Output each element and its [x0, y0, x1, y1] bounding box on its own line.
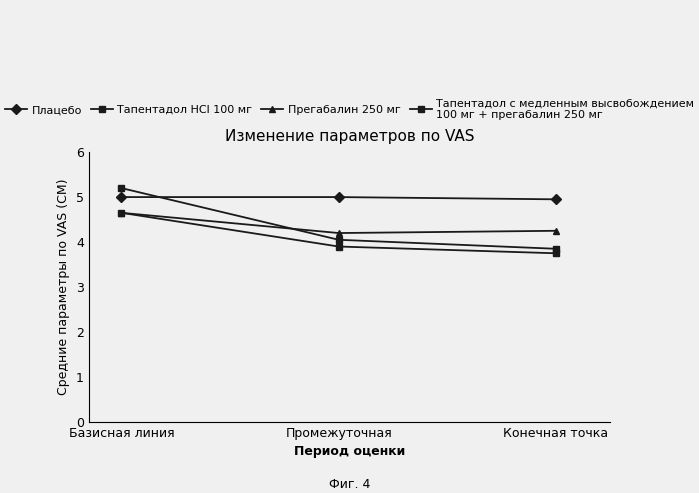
- Плацебо: [334, 194, 343, 200]
- Text: Фиг. 4: Фиг. 4: [329, 478, 370, 491]
- Тапентадол HCl 100 мг: [117, 185, 126, 191]
- Прегабалин 250 мг: [117, 210, 126, 216]
- X-axis label: Период оценки: Период оценки: [294, 445, 405, 458]
- Line: Прегабалин 250 мг: Прегабалин 250 мг: [118, 210, 559, 237]
- Тапентадол HCl 100 мг: [334, 237, 343, 243]
- Title: Изменение параметров по VAS: Изменение параметров по VAS: [225, 129, 474, 144]
- Плацебо: [552, 196, 560, 202]
- Legend: Плацебо, Тапентадол HCl 100 мг, Прегабалин 250 мг, Тапентадол с медленным высвоб: Плацебо, Тапентадол HCl 100 мг, Прегабал…: [5, 98, 694, 120]
- Line: Плацебо: Плацебо: [118, 194, 559, 203]
- Тапентадол с медленным высвобождением
100 мг + прегабалин 250 мг: [117, 210, 126, 216]
- Прегабалин 250 мг: [334, 230, 343, 236]
- Line: Тапентадол HCl 100 мг: Тапентадол HCl 100 мг: [118, 184, 559, 252]
- Тапентадол с медленным высвобождением
100 мг + прегабалин 250 мг: [334, 244, 343, 249]
- Тапентадол с медленным высвобождением
100 мг + прегабалин 250 мг: [552, 250, 560, 256]
- Плацебо: [117, 194, 126, 200]
- Y-axis label: Средние параметры по VAS (СМ): Средние параметры по VAS (СМ): [57, 179, 71, 395]
- Тапентадол HCl 100 мг: [552, 246, 560, 252]
- Прегабалин 250 мг: [552, 228, 560, 234]
- Line: Тапентадол с медленным высвобождением
100 мг + прегабалин 250 мг: Тапентадол с медленным высвобождением 10…: [118, 210, 559, 257]
